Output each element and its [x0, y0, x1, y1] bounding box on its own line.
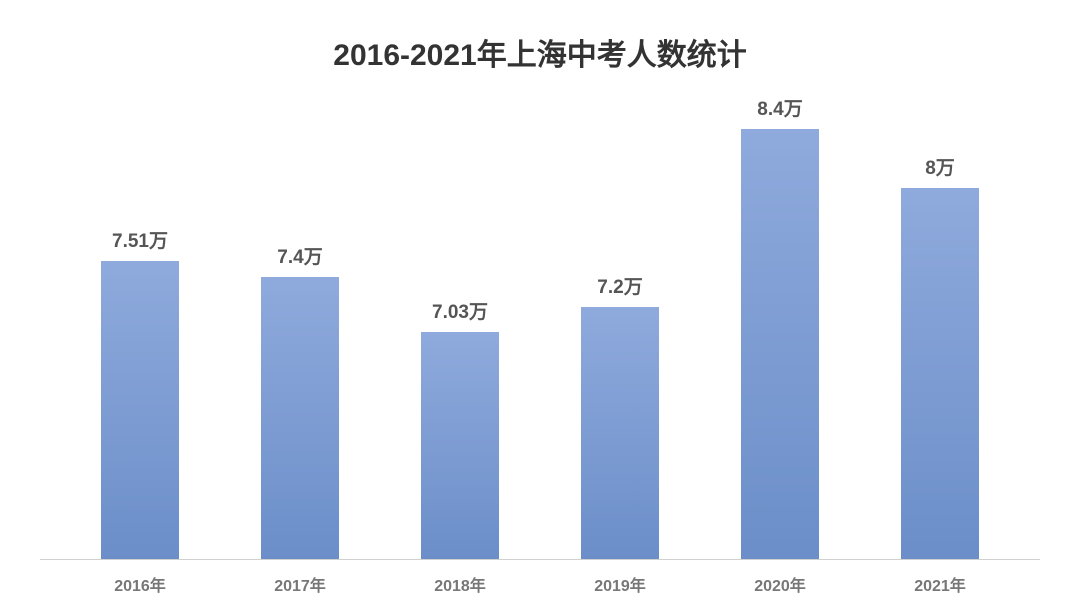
bar [101, 261, 179, 559]
bar-value-label: 8万 [925, 153, 955, 180]
bar-group: 8万 [860, 94, 1020, 559]
bar-value-label: 7.03万 [432, 297, 488, 324]
bar-group: 7.51万 [60, 94, 220, 559]
bar [261, 277, 339, 559]
x-axis-tick: 2020年 [700, 572, 860, 596]
chart-title: 2016-2021年上海中考人数统计 [40, 30, 1040, 74]
x-axis: 2016年2017年2018年2019年2020年2021年 [40, 560, 1040, 596]
bar-group: 7.2万 [540, 94, 700, 559]
bar [581, 307, 659, 559]
bar [741, 129, 819, 559]
x-axis-tick: 2021年 [860, 572, 1020, 596]
bar-group: 8.4万 [700, 94, 860, 559]
x-axis-tick: 2017年 [220, 572, 380, 596]
bar-group: 7.03万 [380, 94, 540, 559]
chart-container: 2016-2021年上海中考人数统计 7.51万 7.4万 7.03万 7.2万 8.4… [0, 0, 1080, 608]
bar-value-label: 7.51万 [112, 226, 168, 253]
x-axis-tick: 2016年 [60, 572, 220, 596]
bar [421, 332, 499, 559]
bar-value-label: 8.4万 [757, 94, 802, 121]
bar [901, 188, 979, 559]
bar-value-label: 7.4万 [277, 242, 322, 269]
plot-area: 7.51万 7.4万 7.03万 7.2万 8.4万 8万 [40, 94, 1040, 560]
bar-value-label: 7.2万 [597, 272, 642, 299]
x-axis-tick: 2019年 [540, 572, 700, 596]
x-axis-tick: 2018年 [380, 572, 540, 596]
bar-group: 7.4万 [220, 94, 380, 559]
